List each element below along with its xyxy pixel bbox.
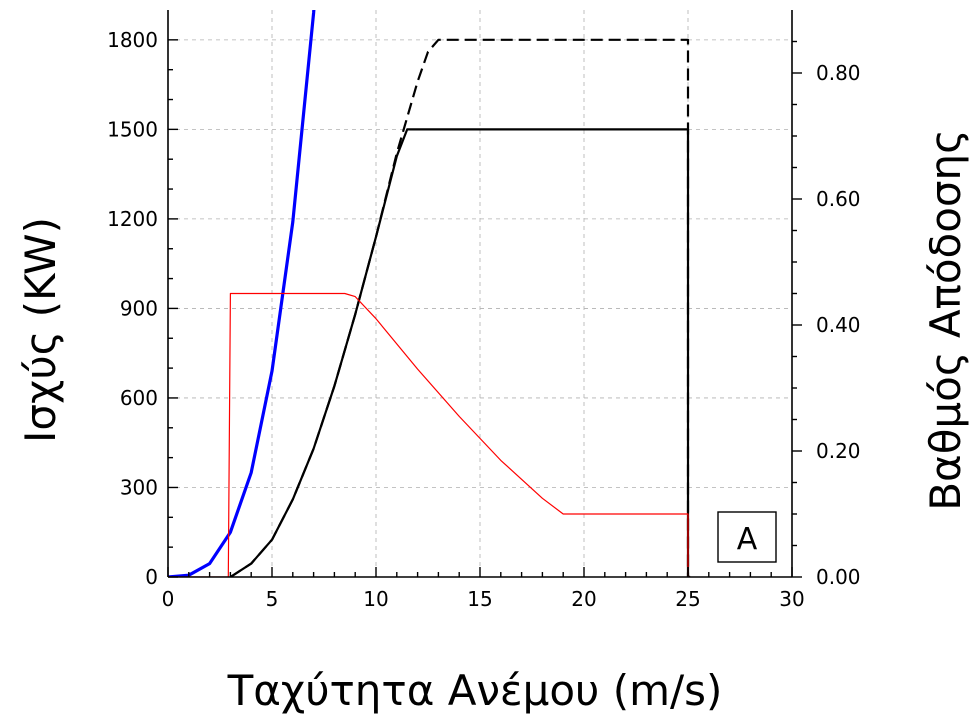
ticks: 0 5 10 15 20 25 3003006009001200150018000.000.…	[107, 28, 860, 611]
series-layer	[168, 10, 691, 577]
series-line-1	[168, 10, 316, 577]
y-tick-label: 0	[145, 565, 158, 589]
x-tick-label: 10	[363, 587, 388, 611]
x-tick-label: 20	[571, 587, 596, 611]
y2-tick-label: 0.60	[816, 187, 861, 211]
annotation-box: A	[717, 511, 777, 563]
series-line-3	[229, 128, 691, 577]
x-tick-label: 5	[266, 587, 279, 611]
y2-tick-label: 0.80	[816, 61, 861, 85]
x-tick-label: 0	[162, 587, 175, 611]
y-axis-title: Ισχύς (KW)	[16, 217, 65, 443]
x-axis-title: Ταχύτητα Ανέμου (m/s)	[227, 666, 723, 715]
y-tick-label: 600	[120, 386, 158, 410]
y-tick-label: 1500	[107, 117, 158, 141]
y-tick-label: 300	[120, 475, 158, 499]
y2-tick-label: 0.00	[816, 565, 861, 589]
y2-axis-title: Βαθμός Απόδοσης	[921, 129, 970, 511]
y2-tick-label: 0.40	[816, 313, 861, 337]
y-tick-label: 1800	[107, 28, 158, 52]
y-tick-label: 900	[120, 296, 158, 320]
y-tick-label: 1200	[107, 207, 158, 231]
series-line-4	[168, 292, 691, 577]
x-tick-label: 15	[467, 587, 492, 611]
x-tick-label: 30	[779, 587, 804, 611]
annotation-label: A	[737, 522, 758, 557]
y2-tick-label: 0.20	[816, 439, 861, 463]
x-tick-label: 25	[675, 587, 700, 611]
